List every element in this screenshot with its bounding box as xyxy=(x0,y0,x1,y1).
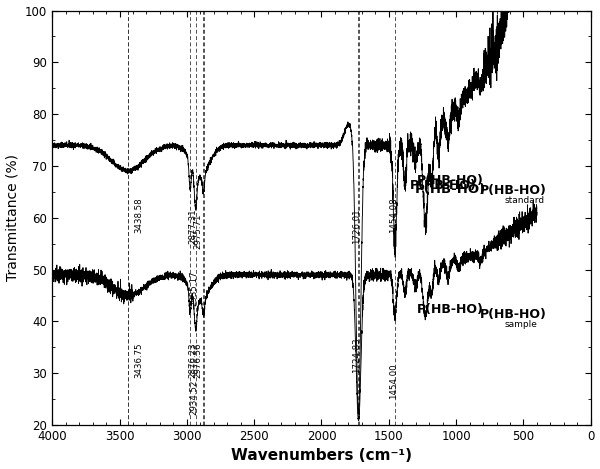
Text: 1724.83: 1724.83 xyxy=(352,338,361,373)
Text: 1454.08: 1454.08 xyxy=(389,198,398,234)
Y-axis label: Transmittance (%): Transmittance (%) xyxy=(5,154,20,281)
Text: 2876.23: 2876.23 xyxy=(188,343,197,378)
Text: 2975.71: 2975.71 xyxy=(193,213,202,249)
Text: P(HB-HO): P(HB-HO) xyxy=(415,183,485,196)
Text: 2877.31: 2877.31 xyxy=(188,208,197,244)
Text: P(HB-HO): P(HB-HO) xyxy=(417,303,484,316)
Text: P(HB-HO): P(HB-HO) xyxy=(417,174,484,187)
Text: P(HB-HO): P(HB-HO) xyxy=(481,309,547,321)
Text: 1454.00: 1454.00 xyxy=(389,363,398,399)
Text: 2935.17: 2935.17 xyxy=(190,270,199,306)
Text: P(HB-HO): P(HB-HO) xyxy=(481,184,547,197)
Text: 2976.56: 2976.56 xyxy=(194,343,203,378)
Text: sample: sample xyxy=(505,320,538,329)
Text: standard: standard xyxy=(505,196,545,205)
Text: P(HB-HO): P(HB-HO) xyxy=(410,179,477,192)
Text: 2934.52: 2934.52 xyxy=(190,379,199,415)
Text: 3436.75: 3436.75 xyxy=(134,343,143,378)
Text: 1726.01: 1726.01 xyxy=(352,208,361,244)
X-axis label: Wavenumbers (cm⁻¹): Wavenumbers (cm⁻¹) xyxy=(231,448,412,463)
Text: 3438.58: 3438.58 xyxy=(134,198,143,234)
